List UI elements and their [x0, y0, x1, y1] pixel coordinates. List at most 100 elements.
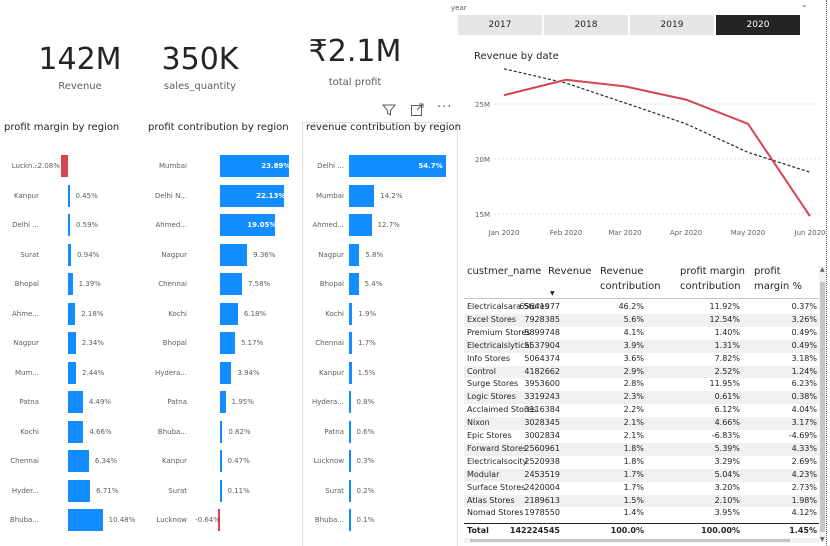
table-row[interactable]: Premium Stores 5899748 4.1% 1.40% 0.49%: [464, 327, 819, 340]
profit_contribution-category: Kanpur: [162, 457, 187, 465]
more-options-icon[interactable]: ···: [437, 100, 453, 115]
cell-profit-margin-pct: 2.73%: [791, 482, 817, 492]
cell-profit-margin-contribution: 2.10%: [714, 495, 740, 505]
cell-profit-margin-contribution: 1.40%: [714, 327, 740, 337]
profit_margin-category: Patna: [19, 398, 39, 406]
profit_margin-bar: [68, 332, 76, 354]
scroll-up-icon[interactable]: ▲: [820, 266, 825, 273]
profit_contribution-value-label: -0.64%: [195, 516, 220, 524]
profit_margin-bar: [68, 420, 84, 443]
revenue_contribution-bar: [349, 184, 375, 207]
chevron-down-icon[interactable]: ⌄: [801, 0, 808, 9]
profit_margin-value-label: 2.44%: [82, 368, 105, 377]
year-slicer-label: year: [451, 4, 467, 12]
table-row[interactable]: Nomad Stores 1978550 1.4% 3.95% 4.12%: [464, 507, 819, 520]
revenue_contribution-category: Hydera...: [312, 398, 344, 406]
revenue_contribution-bar: [349, 214, 372, 236]
cell-revenue: 3028345: [524, 418, 560, 428]
profit_contribution-bar: [220, 450, 222, 472]
revenue-series-line: [503, 78, 811, 217]
table-row[interactable]: Forward Stores 2560961 1.8% 5.39% 4.33%: [464, 442, 819, 456]
column-header-customer[interactable]: custmer_name: [467, 266, 542, 277]
scroll-down-icon[interactable]: ▼: [820, 536, 825, 543]
revenue_contribution-bar: [349, 273, 359, 295]
kpi-revenue-label: Revenue: [58, 81, 102, 92]
profit_margin-bar: [68, 273, 73, 295]
profit_contribution-value-label: 23.89%: [261, 162, 291, 170]
table-row[interactable]: Logic Stores 3319243 2.3% 0.61% 0.38%: [464, 391, 819, 405]
sort-desc-icon[interactable]: ▼: [550, 290, 555, 297]
profit_margin-bar: [68, 214, 70, 236]
filter-icon[interactable]: [381, 103, 397, 121]
table-row[interactable]: Electricalsocity 2520938 1.8% 3.29% 2.69%: [464, 456, 819, 469]
table-row[interactable]: Electricalsara Stores 65641977 46.2% 11.92%…: [464, 301, 819, 314]
year-option-2017[interactable]: 2017: [458, 15, 542, 35]
focus-mode-icon[interactable]: [410, 103, 424, 121]
column-header-profit-margin-contribution[interactable]: profit margin contribution: [680, 266, 746, 292]
profit_contribution-bar: [220, 479, 222, 502]
column-header-revenue-contribution[interactable]: Revenue contribution: [600, 266, 661, 292]
table-row[interactable]: Electricalslytical 5537904 3.9% 1.31% 0.49%: [464, 339, 819, 353]
revenue_contribution-bar: [349, 420, 351, 443]
revenue_contribution-value-label: 12.7%: [377, 221, 400, 229]
cell-customer: Acclaimed Stores: [467, 405, 537, 415]
table-scroll-thumb[interactable]: [820, 282, 825, 532]
profit_margin-value-label: 4.49%: [88, 398, 112, 406]
cell-revenue-contribution: 3.9%: [623, 340, 644, 350]
profit_margin-value-label: 0.94%: [77, 250, 100, 259]
profit-margin-title: profit margin by region: [4, 122, 120, 133]
table-row[interactable]: Surface Stores 2420004 1.7% 3.20% 2.73%: [464, 482, 819, 495]
profit_margin-value-label: 1.39%: [78, 280, 101, 288]
cell-profit-margin-pct: 3.18%: [791, 353, 817, 363]
cell-profit-margin-contribution: -6.83%: [711, 431, 740, 440]
profit_margin-category: Kanpur: [14, 191, 39, 200]
cell-profit-margin-contribution: 7.82%: [714, 353, 740, 363]
x-tick-label: Apr 2020: [670, 229, 702, 237]
cell-revenue-contribution: 1.7%: [623, 482, 644, 492]
cell-customer: Logic Stores: [467, 392, 516, 402]
cell-revenue: 2420004: [524, 482, 560, 492]
revenue_contribution-bar: [349, 332, 353, 354]
profit_contribution-category: Surat: [168, 486, 187, 495]
profit_margin-bar: [61, 155, 68, 177]
profit_margin-bar: [68, 361, 77, 384]
revenue_contribution-category: Ahmed...: [312, 221, 344, 229]
profit_contribution-category: Hydera...: [155, 368, 187, 377]
column-header-revenue[interactable]: Revenue: [548, 266, 592, 277]
table-row[interactable]: Excel Stores 7928385 5.6% 12.54% 3.26%: [464, 313, 819, 327]
cell-customer: Epic Stores: [467, 431, 512, 440]
line-chart-title: Revenue by date: [474, 51, 559, 62]
total-revenue-contribution: 100.0%: [610, 526, 644, 535]
cell-revenue: 3002834: [524, 431, 560, 440]
table-row[interactable]: Surge Stores 3953600 2.8% 11.95% 6.23%: [464, 378, 819, 391]
cell-profit-margin-pct: 1.24%: [791, 366, 817, 376]
table-row[interactable]: Epic Stores 3002834 2.1% -6.83% -4.69%: [464, 430, 819, 443]
y-tick-label: 25M: [475, 101, 490, 109]
profit_contribution-value-label: 22.13%: [256, 191, 286, 200]
cell-revenue: 1978550: [524, 508, 560, 518]
cell-profit-margin-contribution: 4.66%: [714, 418, 740, 428]
cell-profit-margin-pct: 2.69%: [791, 456, 817, 466]
year-option-2019[interactable]: 2019: [630, 15, 714, 35]
cell-profit-margin-pct: 3.26%: [791, 314, 817, 324]
year-option-2018[interactable]: 2018: [544, 15, 628, 35]
table-hscroll-thumb[interactable]: [470, 539, 790, 542]
cell-customer: Atlas Stores: [467, 495, 515, 505]
revenue_contribution-category: Kanpur: [319, 368, 344, 377]
cell-profit-margin-contribution: 0.61%: [714, 392, 740, 402]
profit_margin-category: Bhuba...: [9, 516, 39, 524]
table-row[interactable]: Modular 2453519 1.7% 5.04% 4.23%: [464, 468, 819, 482]
table-row[interactable]: Nixon 3028345 2.1% 4.66% 3.17%: [464, 417, 819, 430]
table-row[interactable]: Control 4182662 2.9% 2.52% 1.24%: [464, 365, 819, 379]
table-row[interactable]: Info Stores 5064374 3.6% 7.82% 3.18%: [464, 353, 819, 366]
cell-profit-margin-pct: 1.98%: [791, 495, 817, 505]
table-row[interactable]: Atlas Stores 2189613 1.5% 2.10% 1.98%: [464, 494, 819, 508]
cell-profit-margin-contribution: 5.04%: [714, 469, 740, 479]
profit_contribution-value-label: 1.95%: [231, 398, 254, 406]
table-row[interactable]: Acclaimed Stores 3116384 2.2% 6.12% 4.04%: [464, 404, 819, 417]
profit_contribution-category: Nagpur: [161, 250, 187, 259]
column-header-profit-margin-pct[interactable]: profit margin %: [754, 266, 802, 292]
year-option-2020[interactable]: 2020: [716, 15, 800, 35]
profit-contribution-title: profit contribution by region: [148, 122, 289, 133]
profit_contribution-bar: [220, 391, 226, 413]
